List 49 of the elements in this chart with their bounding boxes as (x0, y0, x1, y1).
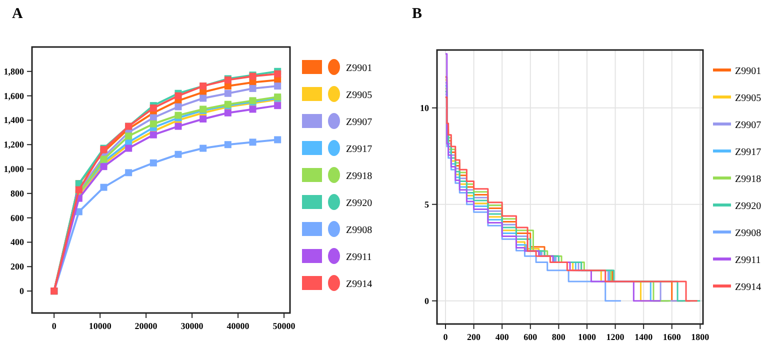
legend-label: Z9911 (346, 252, 372, 263)
y-tick-label: 1,200 (4, 140, 24, 150)
y-tick-label: 1,000 (4, 164, 24, 174)
y-tick-label: 400 (10, 237, 24, 248)
y-tick-label: 800 (10, 188, 24, 198)
x-tick-label: 1000 (578, 332, 596, 342)
x-tick-label: 10000 (88, 321, 112, 331)
y-tick-label: 1,400 (4, 115, 24, 126)
x-tick-label: 1400 (634, 332, 654, 342)
x-tick-label: 200 (467, 332, 482, 342)
legend-label: Z9917 (735, 147, 762, 158)
legend-label: Z9905 (735, 93, 762, 104)
y-tick-label: 0 (20, 286, 24, 296)
x-tick-label: 400 (495, 332, 510, 342)
x-tick-label: 0 (443, 332, 448, 342)
x-tick-label: 50000 (272, 321, 296, 331)
x-tick-label: 20000 (134, 321, 158, 331)
legend-label: Z9914 (735, 282, 762, 293)
x-tick-label: 30000 (180, 321, 204, 331)
legend-label: Z9907 (735, 120, 762, 131)
y-tick-label: 200 (10, 262, 24, 272)
chart-title: B (412, 6, 422, 22)
legend-label: Z9918 (346, 171, 372, 182)
y-tick-label: 600 (10, 212, 24, 223)
legend-label: Z9911 (735, 255, 761, 266)
legend-label: Z9914 (346, 279, 372, 290)
x-tick-label: 40000 (226, 321, 250, 331)
x-tick-label: 1600 (662, 332, 682, 342)
y-tick-label: 1,600 (4, 90, 24, 101)
legend-label: Z9917 (346, 144, 372, 155)
x-tick-label: 0 (52, 321, 57, 331)
legend-label: Z9920 (346, 198, 372, 209)
legend-label: Z9901 (735, 66, 762, 77)
legend-label: Z9907 (346, 117, 372, 128)
chart-title: A (12, 6, 23, 22)
legend-label: Z9908 (735, 228, 762, 239)
y-tick-label: 0 (424, 296, 430, 306)
legend-label: Z9901 (346, 63, 372, 74)
x-tick-label: 1800 (691, 332, 710, 342)
x-tick-label: 1200 (606, 332, 625, 342)
y-tick-label: 10 (420, 102, 430, 113)
legend-label: Z9920 (735, 201, 762, 212)
y-tick-label: 1,800 (4, 66, 24, 76)
legend-label: Z9905 (346, 90, 372, 101)
x-tick-label: 600 (524, 332, 538, 342)
legend-label: Z9908 (346, 225, 372, 236)
y-tick-label: 5 (424, 199, 430, 210)
legend-label: Z9918 (735, 174, 762, 185)
x-tick-label: 800 (552, 332, 566, 342)
